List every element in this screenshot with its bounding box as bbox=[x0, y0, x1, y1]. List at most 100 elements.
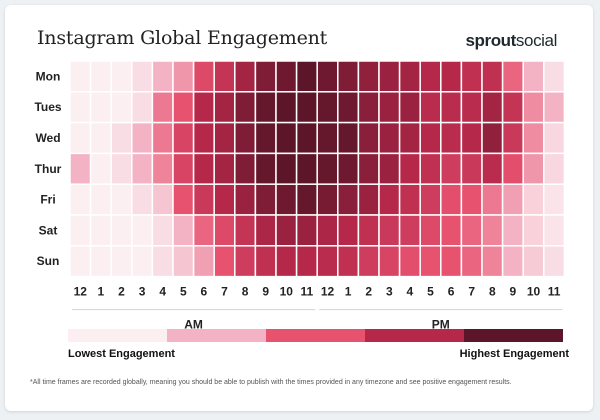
heatmap-cell-fri-1 bbox=[89, 183, 112, 216]
heatmap-cell-tues-9 bbox=[254, 91, 277, 124]
heatmap-cell-thur-14 bbox=[357, 152, 380, 185]
heatmap-cell-thur-5 bbox=[172, 152, 195, 185]
heatmap-cell-mon-5 bbox=[172, 60, 195, 93]
heatmap-cell-wed-0 bbox=[69, 121, 92, 155]
heatmap-cell-sun-12 bbox=[316, 245, 339, 278]
heatmap-cell-wed-2 bbox=[110, 121, 133, 155]
heatmap-cell-fri-16 bbox=[398, 183, 421, 216]
heatmap-cell-fri-11 bbox=[295, 183, 318, 216]
heatmap-cell-sat-19 bbox=[460, 214, 483, 247]
column-label: 5 bbox=[427, 285, 434, 299]
heatmap-cell-tues-23 bbox=[543, 91, 566, 124]
heatmap-cell-wed-16 bbox=[398, 121, 421, 155]
heatmap-cell-mon-8 bbox=[234, 60, 257, 93]
heatmap-cell-thur-0 bbox=[69, 152, 92, 185]
row-label: Sun bbox=[37, 254, 60, 268]
heatmap-cell-sat-11 bbox=[295, 214, 318, 247]
legend-swatch-2 bbox=[167, 329, 266, 342]
heatmap-cell-thur-6 bbox=[192, 152, 215, 185]
heatmap-cell-thur-8 bbox=[234, 152, 257, 185]
heatmap-cell-thur-3 bbox=[131, 152, 154, 185]
column-label: 8 bbox=[242, 285, 249, 299]
heatmap-cell-wed-1 bbox=[89, 121, 112, 155]
heatmap-cell-sat-15 bbox=[378, 214, 401, 247]
legend-low-label: Lowest Engagement bbox=[68, 348, 175, 360]
heatmap-cell-thur-16 bbox=[398, 152, 421, 185]
heatmap-cell-wed-10 bbox=[275, 121, 298, 155]
heatmap-cell-sun-20 bbox=[481, 245, 504, 278]
sproutsocial-logo: sproutsocial bbox=[465, 31, 557, 51]
heatmap-cell-sat-8 bbox=[234, 214, 257, 247]
heatmap-cell-sat-2 bbox=[110, 214, 133, 247]
heatmap-cell-fri-14 bbox=[357, 183, 380, 216]
heatmap-cell-sun-0 bbox=[69, 245, 92, 278]
heatmap-cell-mon-7 bbox=[213, 60, 236, 93]
heatmap-cell-thur-20 bbox=[481, 152, 504, 185]
heatmap-cell-sun-9 bbox=[254, 245, 277, 278]
heatmap-cell-tues-17 bbox=[419, 91, 442, 124]
heatmap-cell-wed-19 bbox=[460, 121, 483, 155]
heatmap-cell-fri-18 bbox=[440, 183, 463, 216]
legend-swatch-4 bbox=[365, 329, 464, 342]
column-label: 7 bbox=[221, 285, 228, 299]
heatmap-cell-sun-13 bbox=[337, 245, 360, 278]
heatmap-cell-mon-19 bbox=[460, 60, 483, 93]
row-label: Mon bbox=[36, 69, 61, 83]
heatmap-cell-tues-14 bbox=[357, 91, 380, 124]
heatmap-cell-sun-3 bbox=[131, 245, 154, 278]
heatmap-cell-fri-5 bbox=[172, 183, 195, 216]
heatmap-cell-wed-21 bbox=[501, 121, 524, 155]
heatmap-cell-tues-21 bbox=[501, 91, 524, 124]
column-label: 8 bbox=[489, 285, 496, 299]
heatmap-cell-thur-2 bbox=[110, 152, 133, 185]
heatmap-cell-fri-17 bbox=[419, 183, 442, 216]
heatmap-cell-tues-6 bbox=[192, 91, 215, 124]
column-label: 1 bbox=[98, 285, 105, 299]
heatmap-cell-tues-7 bbox=[213, 91, 236, 124]
heatmap-cell-thur-23 bbox=[543, 152, 566, 185]
heatmap-cell-thur-17 bbox=[419, 152, 442, 185]
heatmap-cell-sat-16 bbox=[398, 214, 421, 247]
heatmap-cell-mon-9 bbox=[254, 60, 277, 93]
row-label: Wed bbox=[35, 131, 60, 145]
heatmap-cell-mon-12 bbox=[316, 60, 339, 93]
row-label: Fri bbox=[40, 193, 55, 207]
heatmap-cell-tues-5 bbox=[172, 91, 195, 124]
heatmap-cell-thur-21 bbox=[501, 152, 524, 185]
heatmap-cell-fri-20 bbox=[481, 183, 504, 216]
heatmap-cell-tues-12 bbox=[316, 91, 339, 124]
column-label: 4 bbox=[407, 285, 414, 299]
column-label: 4 bbox=[159, 285, 166, 299]
heatmap-cell-tues-8 bbox=[234, 91, 257, 124]
heatmap-cell-mon-4 bbox=[151, 60, 174, 93]
heatmap-cell-tues-19 bbox=[460, 91, 483, 124]
column-label: 3 bbox=[386, 285, 393, 299]
heatmap-cell-fri-19 bbox=[460, 183, 483, 216]
heatmap-cell-mon-17 bbox=[419, 60, 442, 93]
heatmap-cell-fri-23 bbox=[543, 183, 566, 216]
legend-color-scale bbox=[68, 329, 563, 342]
heatmap-cell-sun-7 bbox=[213, 245, 236, 278]
row-label: Sat bbox=[39, 223, 58, 237]
heatmap-cell-mon-10 bbox=[275, 60, 298, 93]
heatmap-cell-thur-4 bbox=[151, 152, 174, 185]
heatmap-cell-mon-6 bbox=[192, 60, 215, 93]
heatmap-cell-wed-6 bbox=[192, 121, 215, 155]
heatmap-cell-sat-6 bbox=[192, 214, 215, 247]
column-label: 9 bbox=[510, 285, 517, 299]
heatmap-cell-sat-20 bbox=[481, 214, 504, 247]
heatmap-cell-sat-5 bbox=[172, 214, 195, 247]
heatmap-cell-fri-7 bbox=[213, 183, 236, 216]
heatmap-cell-wed-3 bbox=[131, 121, 154, 155]
heatmap-cell-fri-10 bbox=[275, 183, 298, 216]
column-label: 5 bbox=[180, 285, 187, 299]
heatmap-cell-sat-18 bbox=[440, 214, 463, 247]
heatmap-cell-sat-7 bbox=[213, 214, 236, 247]
group-label-am: AM bbox=[184, 318, 203, 332]
column-label: 12 bbox=[321, 285, 335, 299]
heatmap-cell-wed-8 bbox=[234, 121, 257, 155]
heatmap-cell-thur-18 bbox=[440, 152, 463, 185]
heatmap-cell-thur-15 bbox=[378, 152, 401, 185]
heatmap-cell-wed-7 bbox=[213, 121, 236, 155]
heatmap-cell-mon-21 bbox=[501, 60, 524, 93]
